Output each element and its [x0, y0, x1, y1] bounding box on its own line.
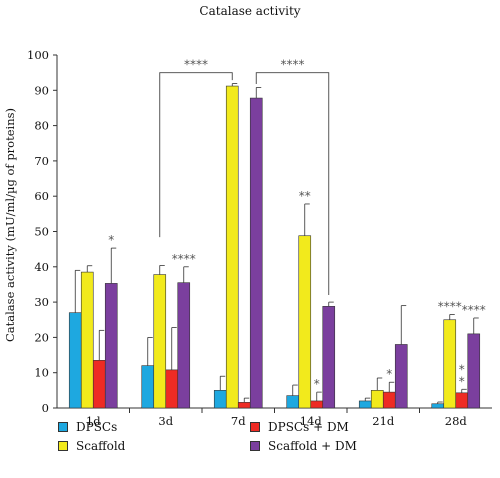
- x-tick-label: 28d: [445, 414, 468, 428]
- bracket-label: ****: [184, 58, 208, 72]
- y-axis-label: Catalase activity (mU/ml/µg of proteins): [3, 108, 17, 342]
- bar: [92, 360, 106, 409]
- bar: [394, 344, 408, 409]
- bar: [286, 395, 300, 409]
- y-tick-label: 40: [34, 260, 49, 274]
- bar: [443, 319, 457, 409]
- bar: [153, 274, 167, 409]
- y-tick-label: 30: [34, 295, 49, 309]
- significance-marker: *: [459, 362, 465, 376]
- x-tick-label: 14d: [300, 414, 323, 428]
- y-tick-label: 0: [42, 401, 49, 415]
- bar: [80, 271, 94, 409]
- bar: [431, 403, 445, 409]
- comparison-bracket: [255, 72, 330, 296]
- significance-marker: *: [459, 374, 465, 388]
- y-tick-label: 80: [34, 119, 49, 133]
- significance-marker: *: [108, 233, 114, 247]
- comparison-bracket: [159, 72, 233, 238]
- significance-marker: **: [299, 189, 311, 203]
- bar: [298, 235, 312, 409]
- y-tick-label: 60: [34, 189, 49, 203]
- bar: [249, 97, 263, 409]
- bar: [177, 282, 191, 409]
- bar: [455, 392, 469, 409]
- bar: [213, 390, 227, 409]
- bar: [322, 306, 336, 409]
- bar: [237, 402, 251, 409]
- bar: [358, 400, 372, 409]
- y-tick-label: 20: [34, 330, 49, 344]
- bar: [141, 365, 155, 409]
- significance-marker: ****: [438, 299, 462, 313]
- bar: [68, 312, 82, 409]
- bar: [382, 391, 396, 409]
- bar: [310, 400, 324, 409]
- y-tick-label: 50: [34, 225, 49, 239]
- significance-marker: ****: [172, 252, 196, 266]
- y-tick-label: 70: [34, 154, 49, 168]
- significance-marker: *: [386, 367, 392, 381]
- bar: [104, 283, 118, 409]
- bracket-label: ****: [281, 58, 305, 72]
- bar: [467, 333, 481, 409]
- bar: [165, 369, 179, 409]
- chart-title: Catalase activity: [199, 4, 300, 18]
- y-tick-label: 90: [34, 83, 49, 97]
- bar: [225, 85, 239, 409]
- bar: [370, 390, 384, 409]
- significance-marker: *: [314, 377, 320, 391]
- x-tick-label: 21d: [372, 414, 395, 428]
- y-tick-label: 100: [27, 48, 49, 62]
- y-tick-label: 10: [34, 366, 49, 380]
- significance-marker: ****: [462, 303, 486, 317]
- x-tick-label: 3d: [158, 414, 173, 428]
- x-tick-label: 1d: [86, 414, 101, 428]
- x-tick-label: 7d: [231, 414, 246, 428]
